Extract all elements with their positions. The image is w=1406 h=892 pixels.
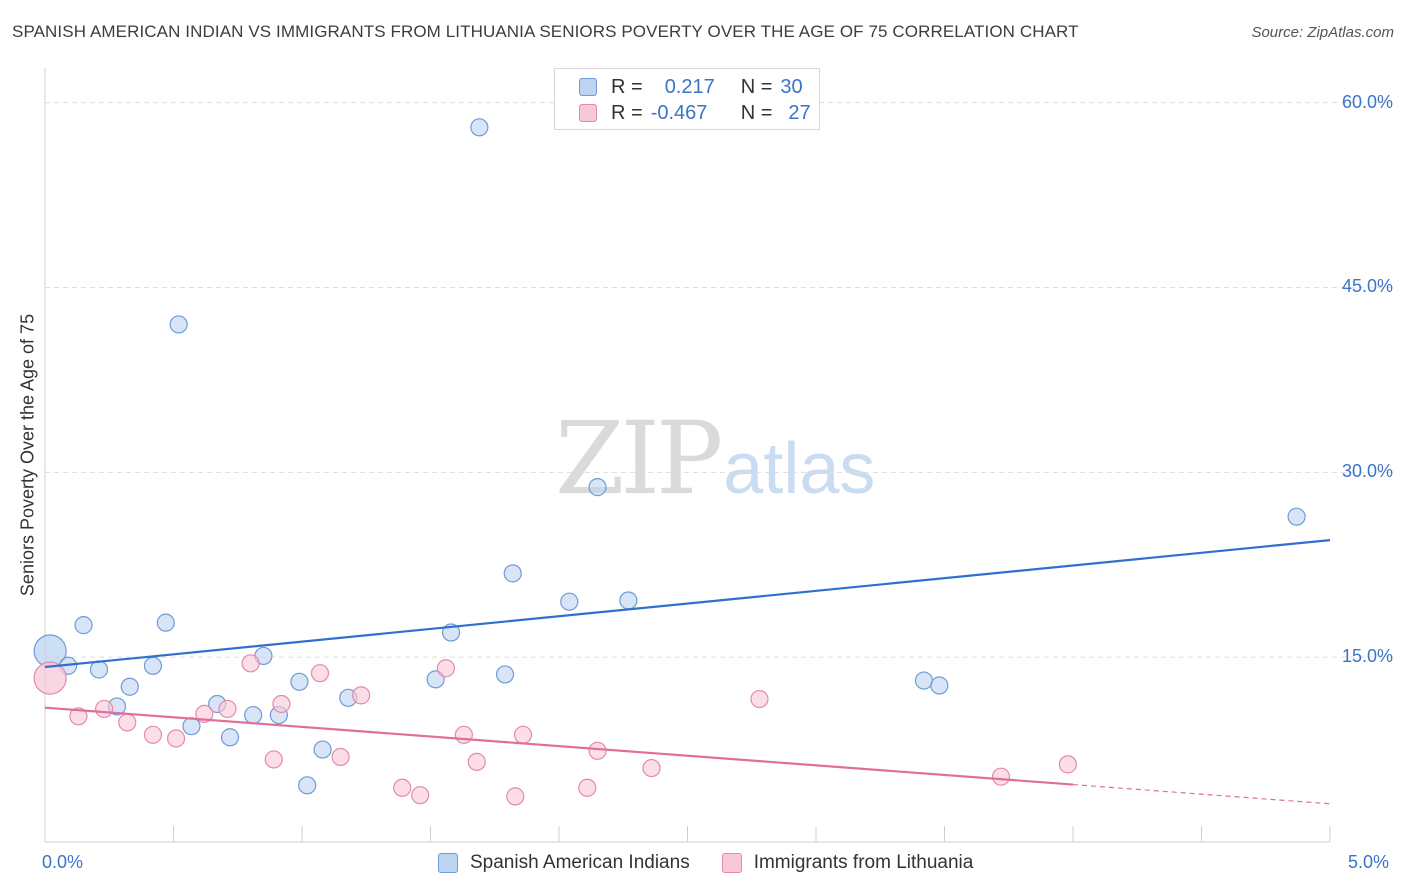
immigrants-from-lithuania-point	[264, 750, 283, 769]
immigrants-from-lithuania-point	[454, 725, 474, 744]
immigrants-from-lithuania-point	[411, 786, 430, 805]
series-swatch-blue	[438, 853, 458, 873]
spanish-american-indians-point	[914, 671, 934, 690]
immigrants-from-lithuania-point	[118, 713, 137, 732]
spanish-american-indians-point	[1287, 507, 1306, 526]
x-tick-label-max: 5.0%	[1348, 852, 1390, 872]
legend-swatch-pink	[579, 104, 597, 122]
spanish-american-indians-point	[120, 677, 139, 696]
legend-r-label: R =	[611, 75, 643, 98]
spanish-american-indians-point	[74, 616, 93, 635]
correlation-legend: R = 0.217 N = 30 R = -0.467 N = 27	[554, 68, 820, 130]
y-axis-label: Seniors Poverty Over the Age of 75	[17, 313, 38, 597]
spanish-american-indians-point	[495, 665, 515, 684]
immigrants-from-lithuania-point	[393, 778, 412, 797]
spanish-american-indians-point	[244, 705, 263, 725]
immigrants-from-lithuania-point	[33, 661, 67, 695]
immigrants-from-lithuania-point	[506, 787, 525, 806]
legend-r-value: 0.217	[664, 75, 715, 98]
spanish-american-indians-point	[930, 676, 949, 695]
series-swatch-pink	[721, 853, 742, 873]
spanish-american-indians-point	[169, 315, 188, 334]
spanish-american-indians-point	[290, 672, 309, 691]
immigrants-from-lithuania-point	[69, 707, 88, 726]
legend-row-spanish-american-indians: R = 0.217 N = 30	[579, 75, 803, 99]
spanish-american-indians-point	[182, 717, 201, 736]
spanish-american-indians-point	[470, 118, 489, 137]
legend-swatch-blue	[579, 78, 597, 96]
immigrants-from-lithuania-point	[642, 758, 661, 778]
immigrants-from-lithuania-point	[143, 725, 163, 744]
spanish-american-indians-point	[619, 591, 638, 610]
y-tick-label-45: 45.0%	[1341, 276, 1393, 297]
legend-n-label: N =	[740, 101, 773, 124]
spanish-american-indians-point	[156, 613, 175, 632]
immigrants-from-lithuania-point	[578, 778, 597, 797]
immigrants-from-lithuania-point	[195, 704, 214, 723]
immigrants-from-lithuania-point	[331, 747, 350, 767]
legend-n-value: 30	[780, 75, 803, 98]
spanish-american-indians-point	[89, 660, 109, 679]
spanish-american-indians-point	[143, 656, 163, 675]
immigrants-from-lithuania-point	[166, 729, 186, 748]
series-legend: Spanish American Indians Immigrants from…	[438, 852, 1005, 874]
series-legend-item-immigrants-from-lithuania[interactable]: Immigrants from Lithuania	[721, 852, 974, 874]
spanish-american-indians-trend-line	[44, 539, 1331, 669]
chart-title: SPANISH AMERICAN INDIAN VS IMMIGRANTS FR…	[12, 22, 1079, 41]
immigrants-from-lithuania-point	[352, 686, 371, 705]
immigrants-from-lithuania-point	[588, 741, 607, 760]
immigrants-from-lithuania-point	[272, 694, 291, 714]
spanish-american-indians-point	[503, 564, 522, 583]
series-legend-label: Immigrants from Lithuania	[753, 852, 974, 873]
legend-n-label: N =	[740, 75, 773, 98]
legend-r-value: -0.467	[650, 101, 708, 124]
spanish-american-indians-point	[426, 670, 445, 689]
immigrants-from-lithuania-point	[513, 725, 533, 744]
series-legend-item-spanish-american-indians[interactable]: Spanish American Indians	[438, 852, 690, 874]
y-tick-label-60: 60.0%	[1341, 91, 1393, 112]
immigrants-from-lithuania-point	[991, 767, 1011, 786]
watermark: ZIPatlas	[555, 400, 875, 517]
immigrants-from-lithuania-trend-line	[44, 706, 1074, 786]
immigrants-from-lithuania-point	[1058, 755, 1077, 774]
immigrants-from-lithuania-point	[467, 752, 486, 772]
immigrants-from-lithuania-point	[750, 689, 769, 709]
legend-r-label: R =	[611, 101, 643, 124]
immigrants-from-lithuania-point	[310, 664, 330, 683]
source-label: Source: ZipAtlas.com	[1251, 24, 1394, 41]
immigrants-from-lithuania-point	[95, 699, 114, 719]
watermark-atlas: atlas	[723, 429, 876, 509]
spanish-american-indians-point	[220, 728, 240, 747]
spanish-american-indians-point	[560, 592, 579, 611]
y-tick-label-15: 15.0%	[1341, 646, 1393, 667]
immigrants-from-lithuania-trend-line-extension	[1072, 783, 1331, 805]
spanish-american-indians-point	[313, 740, 332, 759]
watermark-zip: ZIP	[555, 400, 723, 517]
legend-n-value: 27	[788, 101, 811, 124]
immigrants-from-lithuania-point	[241, 654, 260, 673]
series-legend-label: Spanish American Indians	[470, 852, 690, 873]
legend-row-immigrants-from-lithuania: R = -0.467 N = 27	[579, 101, 811, 125]
y-tick-label-30: 30.0%	[1341, 461, 1393, 482]
spanish-american-indians-point	[298, 776, 317, 795]
x-tick-label-min: 0.0%	[42, 852, 84, 872]
spanish-american-indians-point	[588, 478, 607, 497]
immigrants-from-lithuania-point	[436, 659, 456, 678]
immigrants-from-lithuania-point	[218, 699, 237, 719]
